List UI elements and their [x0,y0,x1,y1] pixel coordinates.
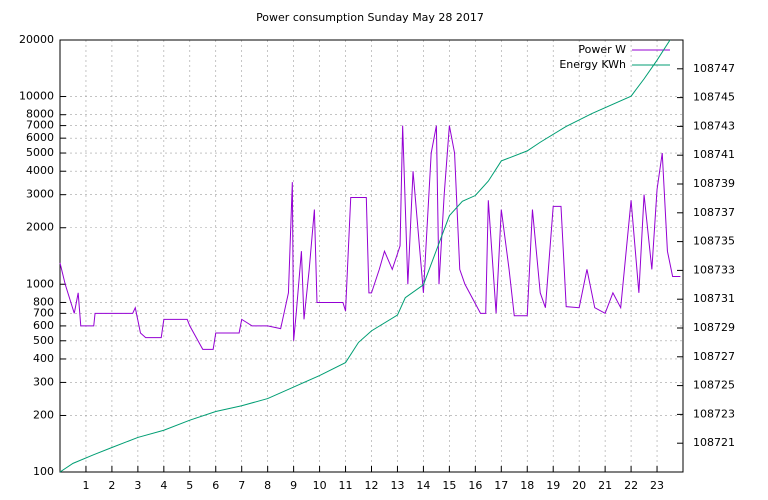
y-tick-label: 7000 [26,119,54,132]
y-tick-label: 100 [33,465,54,478]
x-tick-label: 10 [313,479,327,492]
y-tick-label: 5000 [26,146,54,159]
x-tick-label: 12 [365,479,379,492]
y2-tick-label: 108743 [693,119,735,132]
y-tick-label: 300 [33,375,54,388]
plot-frame [59,39,684,473]
series-line [59,125,681,350]
x-tick-label: 2 [108,479,115,492]
y2-tick-label: 108745 [693,91,735,104]
x-tick-label: 22 [624,479,638,492]
y-tick-label: 500 [33,334,54,347]
y2-tick-label: 108739 [693,177,735,190]
x-tick-label: 23 [650,479,664,492]
y2-tick-label: 108747 [693,62,735,75]
x-tick-label: 1 [82,479,89,492]
y2-tick-label: 108733 [693,263,735,276]
x-tick-label: 18 [520,479,534,492]
legend-label: Power W [578,43,626,56]
y2-tick-label: 108727 [693,350,735,363]
y2-tick-label: 108741 [693,148,735,161]
y-tick-label: 10000 [19,90,54,103]
y-tick-label: 20000 [19,33,54,46]
x-tick-label: 16 [468,479,482,492]
x-tick-label: 13 [390,479,404,492]
x-tick-label: 21 [598,479,612,492]
x-tick-label: 11 [339,479,353,492]
y2-tick-label: 108725 [693,379,735,392]
x-tick-label: 6 [212,479,219,492]
y-tick-label: 3000 [26,188,54,201]
x-tick-label: 9 [290,479,297,492]
x-tick-label: 3 [134,479,141,492]
y-tick-label: 6000 [26,131,54,144]
y-tick-label: 700 [33,306,54,319]
x-tick-label: 20 [572,479,586,492]
y-tick-label: 8000 [26,108,54,121]
y2-tick-label: 108735 [693,235,735,248]
x-tick-label: 4 [160,479,167,492]
y-tick-label: 4000 [26,164,54,177]
x-tick-label: 5 [186,479,193,492]
y-tick-label: 200 [33,408,54,421]
x-tick-label: 14 [416,479,430,492]
x-tick-label: 17 [494,479,508,492]
y2-tick-label: 108737 [693,206,735,219]
x-tick-label: 7 [238,479,245,492]
legend-label: Energy KWh [559,58,626,71]
y2-tick-label: 108731 [693,292,735,305]
x-tick-label: 19 [546,479,560,492]
x-tick-label: 8 [264,479,271,492]
y2-tick-label: 108729 [693,321,735,334]
y-tick-label: 1000 [26,277,54,290]
y2-tick-label: 108723 [693,407,735,420]
y-tick-label: 2000 [26,221,54,234]
y-tick-label: 600 [33,319,54,332]
y-tick-label: 800 [33,295,54,308]
y-tick-label: 400 [33,352,54,365]
series-line [59,39,671,473]
x-tick-label: 15 [442,479,456,492]
y2-tick-label: 108721 [693,436,735,449]
chart-title: Power consumption Sunday May 28 2017 [256,11,484,24]
